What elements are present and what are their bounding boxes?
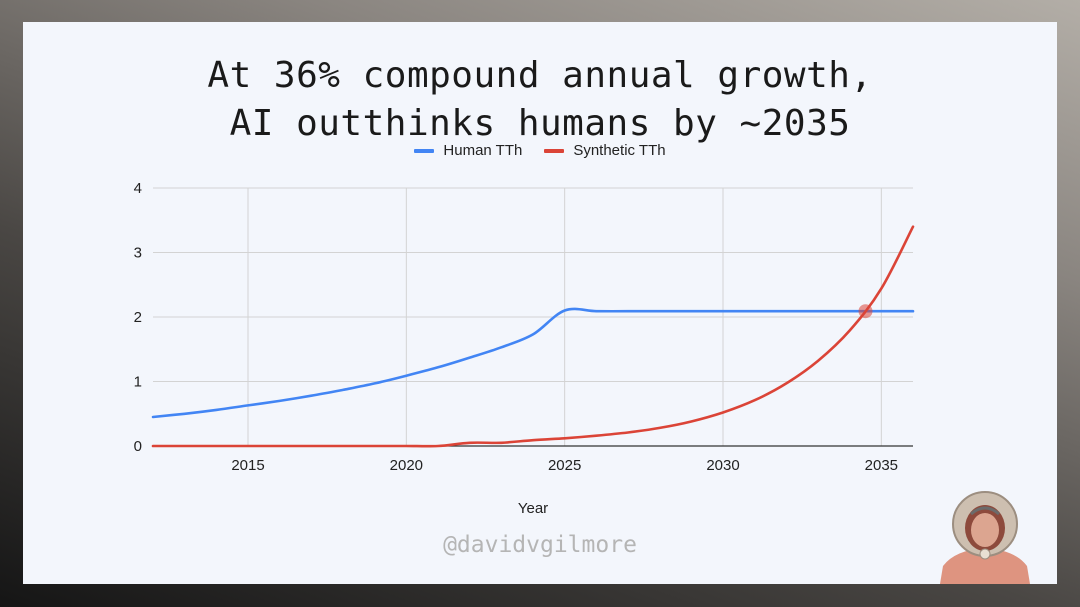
x-tick-label: 2020 [390,457,423,474]
y-tick-label: 3 [134,245,142,262]
series-line-human [151,307,915,419]
chart-title-line-1: At 36% compound annual growth, [207,55,873,96]
legend-label-human: Human TTh [443,142,523,159]
legend-item-synthetic[interactable]: Synthetic TTh [544,142,666,159]
x-tick-label: 2015 [231,457,264,474]
series-line-synthetic [151,225,915,448]
legend-item-human[interactable]: Human TTh [414,142,522,159]
crossover-marker [858,304,873,319]
x-tick-label: 2035 [865,457,898,474]
chart-card: At 36% compound annual growth, AI outthi… [23,22,1057,584]
x-tick-label: 2025 [548,457,581,474]
y-tick-label: 0 [134,438,142,455]
y-tick-label: 1 [134,374,142,391]
watermark: @davidvgilmore [443,532,637,558]
x-axis-title: Year [518,500,548,517]
chart-legend: Human TTh Synthetic TTh [23,142,1057,159]
astronaut-avatar [940,491,1030,584]
y-tick-label: 2 [134,309,142,326]
chart-title-line-2: AI outthinks humans by ~2035 [229,103,851,144]
legend-label-synthetic: Synthetic TTh [573,142,666,159]
chart-title: At 36% compound annual growth, AI outthi… [23,52,1057,148]
legend-swatch-synthetic [544,148,565,153]
line-chart: 0 1 2 3 4 2015 2020 2025 2030 2035 Year [134,180,915,517]
x-tick-label: 2030 [706,457,739,474]
legend-swatch-human [414,148,435,153]
y-tick-label: 4 [134,180,142,197]
